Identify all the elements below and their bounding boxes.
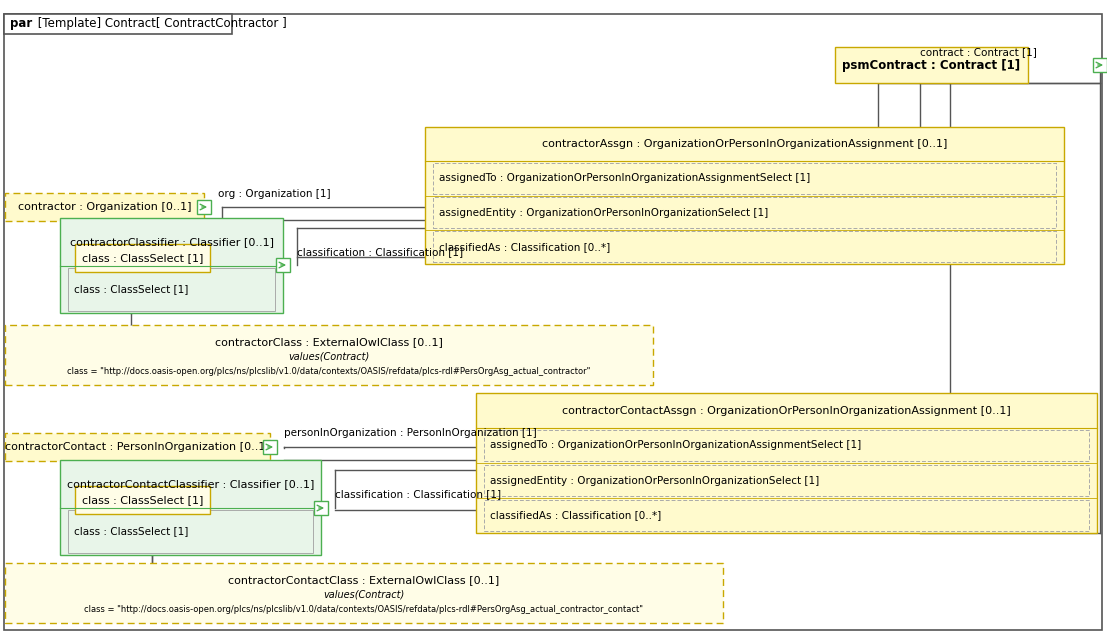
- FancyBboxPatch shape: [314, 501, 328, 515]
- Text: contractorClassifier : Classifier [0..1]: contractorClassifier : Classifier [0..1]: [70, 237, 273, 247]
- FancyBboxPatch shape: [263, 440, 277, 454]
- Text: contractorContactAssgn : OrganizationOrPersonInOrganizationAssignment [0..1]: contractorContactAssgn : OrganizationOrP…: [562, 406, 1011, 415]
- FancyBboxPatch shape: [6, 433, 270, 461]
- Text: personInOrganization : PersonInOrganization [1]: personInOrganization : PersonInOrganizat…: [284, 428, 537, 438]
- Text: class : ClassSelect [1]: class : ClassSelect [1]: [82, 495, 204, 505]
- FancyBboxPatch shape: [484, 430, 1089, 461]
- FancyBboxPatch shape: [6, 193, 204, 221]
- Text: contractor : Organization [0..1]: contractor : Organization [0..1]: [18, 202, 192, 212]
- FancyBboxPatch shape: [6, 563, 723, 623]
- FancyBboxPatch shape: [835, 47, 1028, 83]
- FancyBboxPatch shape: [68, 268, 275, 311]
- FancyBboxPatch shape: [484, 500, 1089, 531]
- Text: class = "http://docs.oasis-open.org/plcs/ns/plcslib/v1.0/data/contexts/OASIS/ref: class = "http://docs.oasis-open.org/plcs…: [84, 605, 643, 614]
- Text: [Template] Contract[ ContractContractor ]: [Template] Contract[ ContractContractor …: [34, 17, 287, 31]
- Text: org : Organization [1]: org : Organization [1]: [218, 189, 331, 199]
- FancyBboxPatch shape: [75, 244, 210, 272]
- FancyBboxPatch shape: [484, 464, 1089, 496]
- Text: class : ClassSelect [1]: class : ClassSelect [1]: [74, 526, 188, 537]
- FancyBboxPatch shape: [68, 510, 313, 553]
- FancyBboxPatch shape: [1093, 58, 1107, 72]
- Text: values(Contract): values(Contract): [323, 590, 405, 599]
- Text: assignedTo : OrganizationOrPersonInOrganizationAssignmentSelect [1]: assignedTo : OrganizationOrPersonInOrgan…: [439, 174, 810, 183]
- FancyBboxPatch shape: [476, 393, 1097, 533]
- Text: assignedTo : OrganizationOrPersonInOrganizationAssignmentSelect [1]: assignedTo : OrganizationOrPersonInOrgan…: [490, 440, 861, 450]
- Text: contractorAssgn : OrganizationOrPersonInOrganizationAssignment [0..1]: contractorAssgn : OrganizationOrPersonIn…: [541, 139, 948, 149]
- FancyBboxPatch shape: [6, 325, 653, 385]
- FancyBboxPatch shape: [433, 232, 1056, 262]
- FancyBboxPatch shape: [60, 218, 283, 313]
- Text: class : ClassSelect [1]: class : ClassSelect [1]: [82, 253, 204, 263]
- Text: psmContract : Contract [1]: psmContract : Contract [1]: [842, 59, 1021, 71]
- Text: classification : Classification [1]: classification : Classification [1]: [335, 489, 501, 499]
- Text: classifiedAs : Classification [0..*]: classifiedAs : Classification [0..*]: [439, 242, 610, 252]
- FancyBboxPatch shape: [4, 14, 232, 34]
- FancyBboxPatch shape: [433, 197, 1056, 228]
- FancyBboxPatch shape: [276, 258, 290, 272]
- FancyBboxPatch shape: [425, 127, 1064, 264]
- FancyBboxPatch shape: [433, 163, 1056, 194]
- Text: classification : Classification [1]: classification : Classification [1]: [297, 247, 463, 257]
- FancyBboxPatch shape: [75, 486, 210, 514]
- Text: values(Contract): values(Contract): [289, 351, 370, 361]
- FancyBboxPatch shape: [197, 200, 211, 214]
- Text: contractorClass : ExternalOwlClass [0..1]: contractorClass : ExternalOwlClass [0..1…: [215, 337, 443, 347]
- Text: contractorContact : PersonInOrganization [0..1]: contractorContact : PersonInOrganization…: [6, 442, 270, 452]
- Text: assignedEntity : OrganizationOrPersonInOrganizationSelect [1]: assignedEntity : OrganizationOrPersonInO…: [490, 475, 819, 486]
- Text: contractorContactClassifier : Classifier [0..1]: contractorContactClassifier : Classifier…: [66, 478, 314, 489]
- Text: contract : Contract [1]: contract : Contract [1]: [920, 47, 1037, 57]
- Text: class : ClassSelect [1]: class : ClassSelect [1]: [74, 285, 188, 294]
- FancyBboxPatch shape: [60, 460, 321, 555]
- Text: class = "http://docs.oasis-open.org/plcs/ns/plcslib/v1.0/data/contexts/OASIS/ref: class = "http://docs.oasis-open.org/plcs…: [68, 367, 591, 376]
- Text: classifiedAs : Classification [0..*]: classifiedAs : Classification [0..*]: [490, 510, 661, 521]
- Text: par: par: [10, 17, 32, 31]
- Text: assignedEntity : OrganizationOrPersonInOrganizationSelect [1]: assignedEntity : OrganizationOrPersonInO…: [439, 207, 768, 218]
- Text: contractorContactClass : ExternalOwlClass [0..1]: contractorContactClass : ExternalOwlClas…: [228, 575, 499, 585]
